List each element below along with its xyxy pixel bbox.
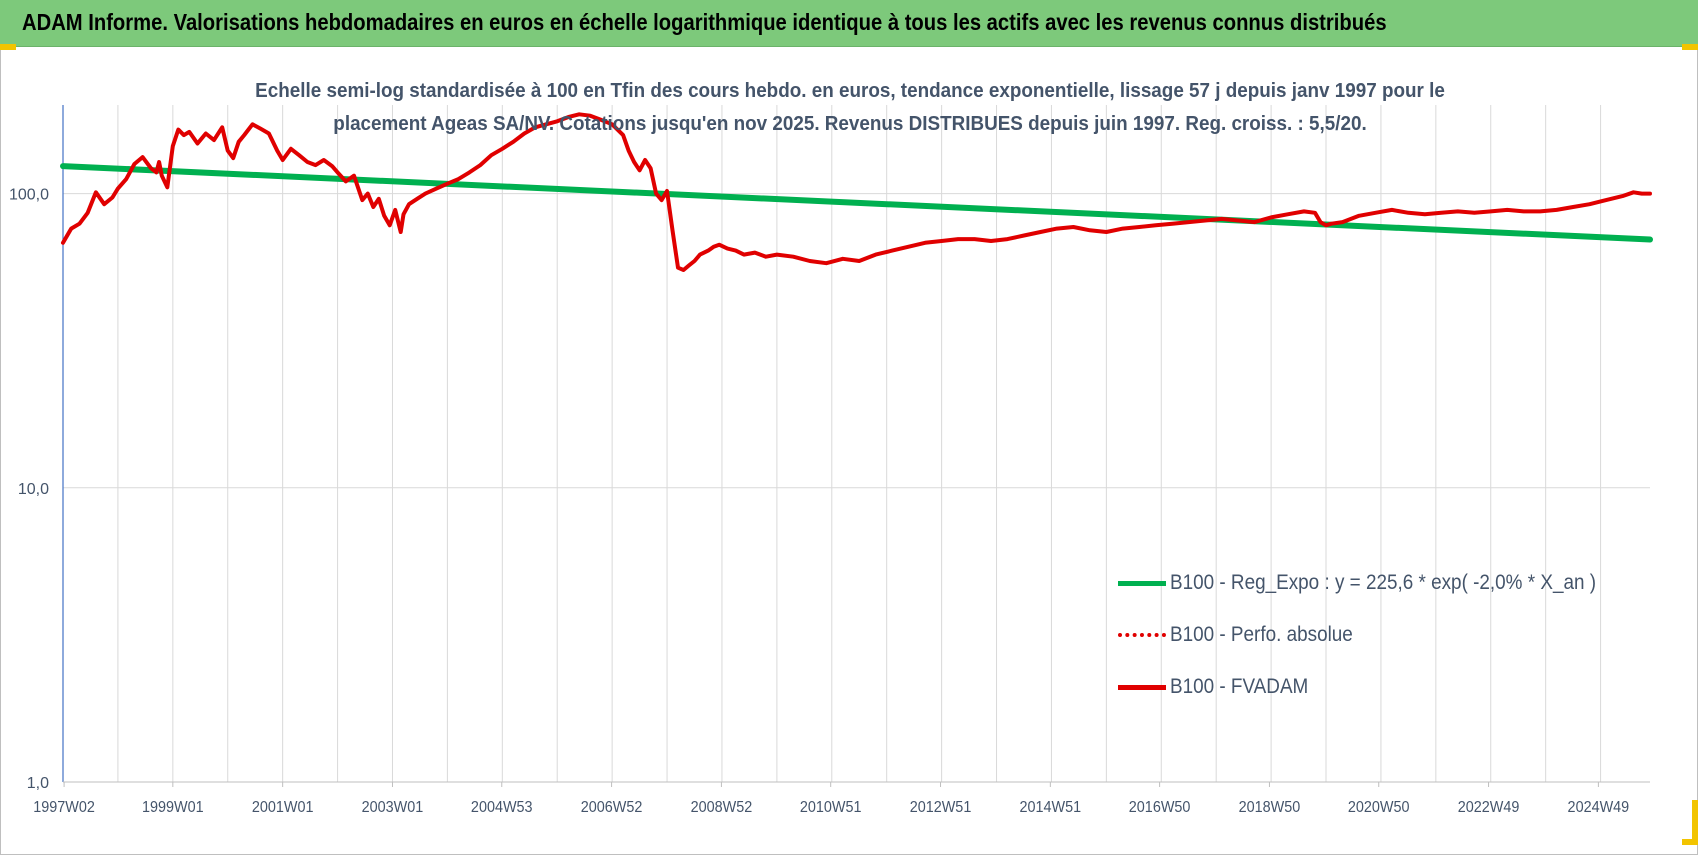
legend-label-fvadam: B100 - FVADAM	[1170, 675, 1309, 698]
x-tick-label: 1997W02	[33, 798, 95, 816]
legend-label-perfo: B100 - Perfo. absolue	[1170, 623, 1353, 646]
x-tick-label: 2004W53	[471, 798, 533, 816]
chart-title-line-1: Echelle semi-log standardisée à 100 en T…	[255, 79, 1445, 102]
legend-entry-fvadam: B100 - FVADAM	[1118, 672, 1324, 702]
corner-marker-top-right	[1682, 44, 1698, 50]
corner-marker-top-left	[0, 44, 16, 50]
axis-layer: 1,0 10,0 100,0 1997W02 1999W01 2001W01 2003W01…	[9, 105, 1650, 816]
legend-entry-perfo: B100 - Perfo. absolue	[1118, 620, 1373, 650]
legend-swatch-fvadam	[1118, 684, 1166, 690]
legend-label-regression: B100 - Reg_Expo : y = 225,6 * exp( -2,0%…	[1170, 571, 1597, 594]
y-tick-label: 100,0	[9, 187, 49, 204]
legend-swatch-regression	[1118, 580, 1166, 586]
corner-marker-bottom-right-foot	[1682, 839, 1698, 845]
y-tick-label: 10,0	[18, 481, 49, 498]
x-tick-label: 2001W01	[252, 798, 314, 816]
grid-layer	[63, 105, 1650, 783]
report-title: ADAM Informe. Valorisations hebdomadaire…	[22, 9, 1387, 35]
legend-entry-regression: B100 - Reg_Expo : y = 225,6 * exp( -2,0%…	[1118, 568, 1643, 598]
x-tick-label: 2016W50	[1129, 798, 1191, 816]
x-tick-label: 2012W51	[910, 798, 972, 816]
x-tick-label: 2010W51	[800, 798, 862, 816]
series-line-fvadam	[61, 112, 1652, 272]
x-tick-label: 2018W50	[1239, 798, 1301, 816]
x-tick-label: 2020W50	[1348, 798, 1410, 816]
legend-swatch-perfo	[1118, 633, 1166, 637]
header-bar: ADAM Informe. Valorisations hebdomadaire…	[0, 0, 1698, 47]
x-tick-label: 2006W52	[581, 798, 643, 816]
x-tick-label: 2008W52	[691, 798, 753, 816]
chart-title-line-2: placement Ageas SA/NV. Cotations jusqu'e…	[333, 112, 1367, 135]
x-tick-label: 2024W49	[1568, 798, 1630, 816]
x-tick-label: 2003W01	[362, 798, 424, 816]
x-tick-label: 2014W51	[1020, 798, 1082, 816]
x-tick-label: 2022W49	[1458, 798, 1520, 816]
chart-title: Echelle semi-log standardisée à 100 en T…	[252, 74, 1448, 140]
y-tick-label: 1,0	[27, 775, 49, 792]
x-tick-label: 1999W01	[142, 798, 204, 816]
series-layer	[60, 112, 1653, 272]
series-line-regression	[60, 163, 1653, 243]
corner-marker-bottom-right	[1692, 800, 1698, 840]
